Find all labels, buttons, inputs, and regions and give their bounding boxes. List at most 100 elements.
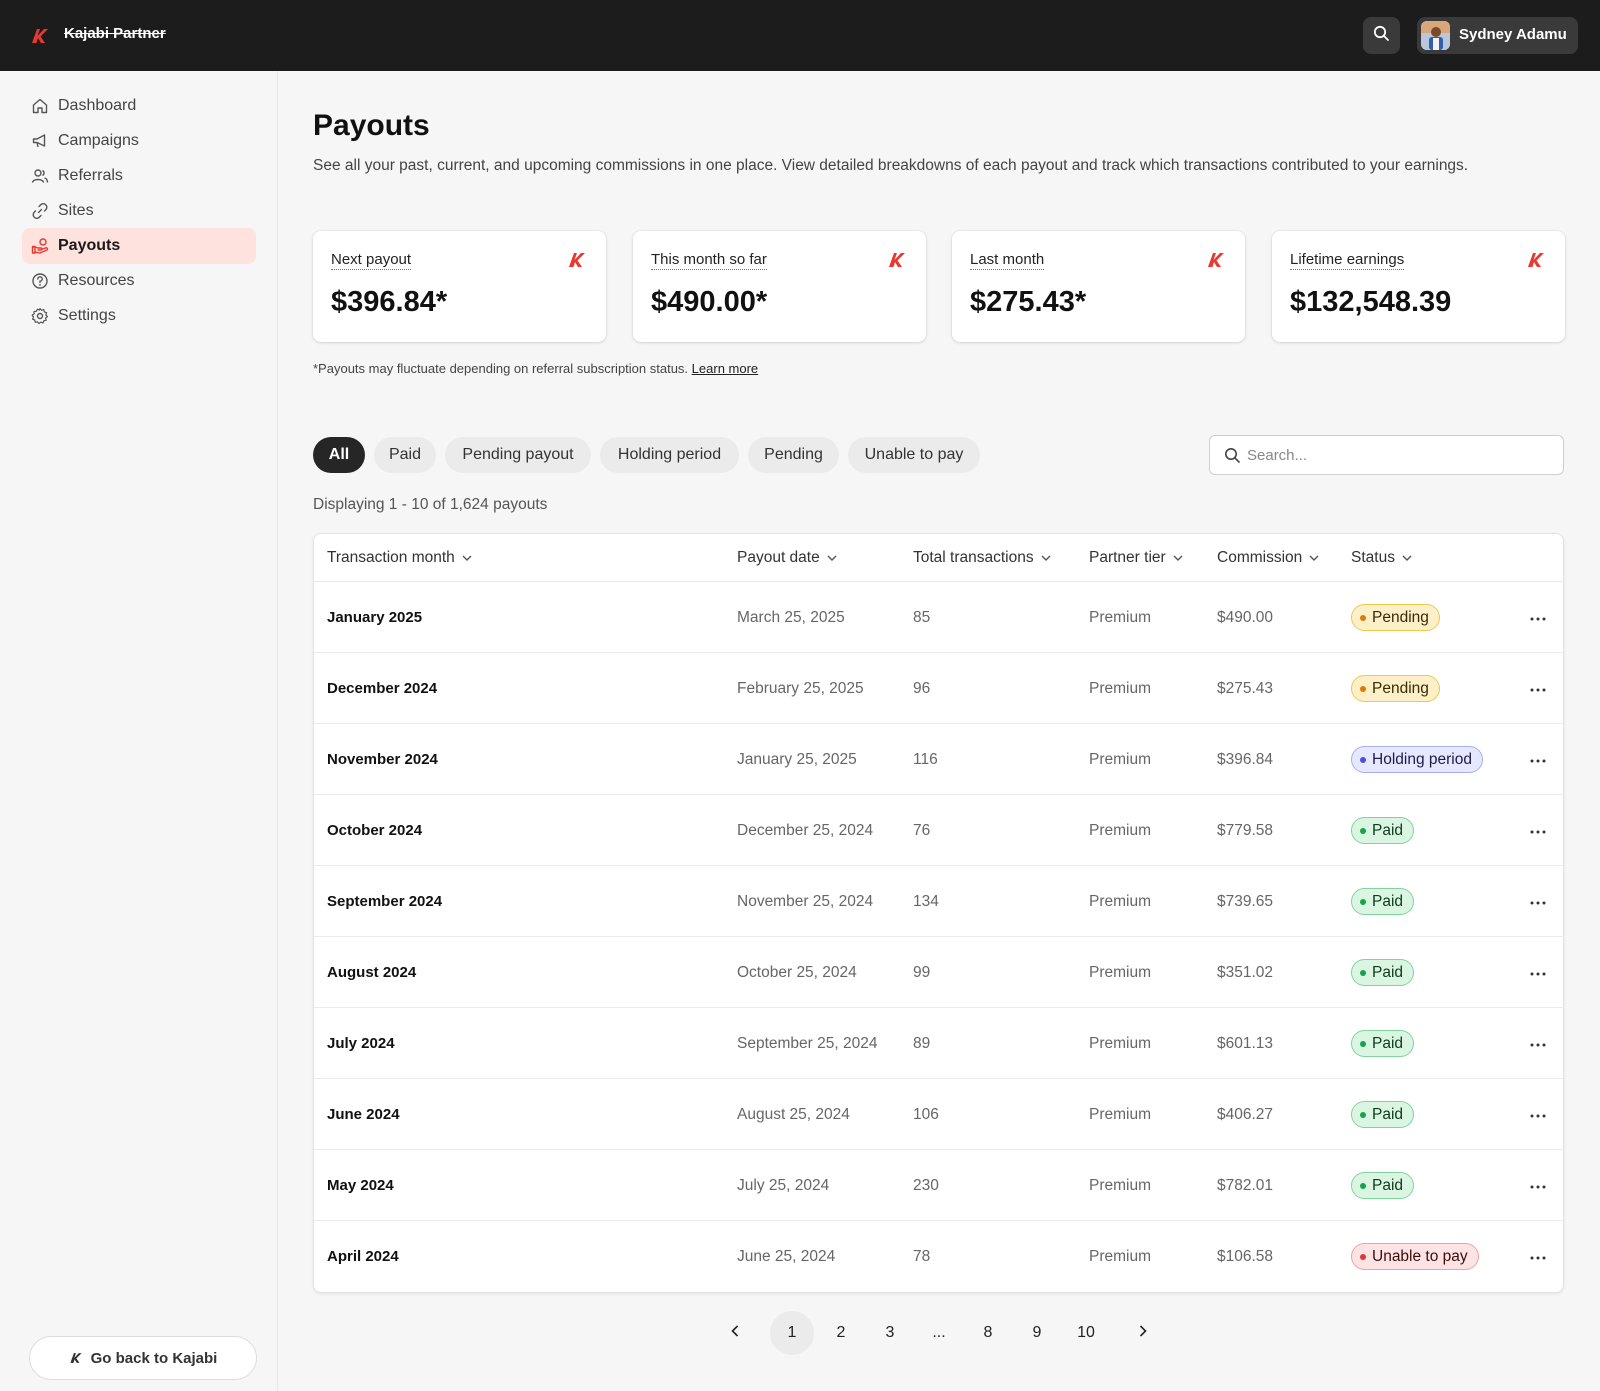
card-label[interactable]: Last month [970, 251, 1045, 270]
status-label: Holding period [1372, 750, 1472, 768]
page-button-3[interactable]: 3 [885, 1324, 895, 1341]
partner-tier: Premium [1089, 1106, 1152, 1123]
row-actions-button[interactable] [1526, 1103, 1550, 1125]
card-label[interactable]: Next payout [331, 251, 412, 270]
row-actions-button[interactable] [1526, 961, 1550, 983]
brand-name[interactable]: Kajabi Partner [64, 25, 166, 42]
column-transaction-month[interactable]: Transaction month [327, 549, 472, 567]
user-menu-button[interactable]: Sydney Adamu [1417, 17, 1578, 54]
transaction-month: November 2024 [327, 751, 438, 768]
column-payout-date[interactable]: Payout date [737, 549, 837, 567]
chevron-down-icon [1041, 555, 1051, 561]
sidebar-item-label: Dashboard [58, 97, 137, 114]
total-transactions: 85 [913, 609, 931, 626]
table-row[interactable]: July 2024 September 25, 2024 89 Premium $601… [314, 1008, 1563, 1079]
column-partner-tier[interactable]: Partner tier [1089, 549, 1183, 567]
prev-page-button[interactable] [713, 1311, 757, 1355]
sidebar-item-resources[interactable]: Resources [22, 263, 256, 299]
transaction-month: October 2024 [327, 822, 423, 839]
status-badge: Paid [1351, 959, 1415, 986]
column-label: Transaction month [327, 549, 455, 566]
more-horizontal-icon [1530, 821, 1546, 839]
chevron-down-icon [1402, 555, 1412, 561]
sidebar-item-campaigns[interactable]: Campaigns [22, 123, 256, 159]
table-row[interactable]: October 2024 December 25, 2024 76 Premium $7… [314, 795, 1563, 866]
transaction-month: June 2024 [327, 1106, 400, 1123]
payout-date: November 25, 2024 [737, 893, 874, 910]
card-label[interactable]: This month so far [651, 251, 767, 270]
filter-all[interactable]: All [313, 437, 365, 473]
table-row[interactable]: August 2024 October 25, 2024 99 Premium $351… [314, 937, 1563, 1008]
row-actions-button[interactable] [1526, 1245, 1550, 1267]
partner-tier: Premium [1089, 680, 1152, 697]
link-icon [31, 202, 49, 220]
filter-unable-to-pay[interactable]: Unable to pay [848, 437, 980, 473]
chevron-right-icon [1139, 1324, 1147, 1342]
sidebar-item-label: Referrals [58, 167, 123, 184]
column-total-transactions[interactable]: Total transactions [913, 549, 1051, 567]
search-input[interactable] [1247, 442, 1547, 468]
table-row[interactable]: June 2024 August 25, 2024 106 Premium $406.2… [314, 1079, 1563, 1150]
row-actions-button[interactable] [1526, 1032, 1550, 1054]
status-badge: Paid [1351, 1172, 1415, 1199]
status-dot [1360, 898, 1366, 905]
status-label: Pending [1372, 608, 1429, 626]
table-row[interactable]: November 2024 January 25, 2025 116 Premium $… [314, 724, 1563, 795]
payout-date: March 25, 2025 [737, 609, 845, 626]
column-label: Commission [1217, 549, 1303, 566]
column-status[interactable]: Status [1351, 549, 1412, 567]
sidebar-item-dashboard[interactable]: Dashboard [22, 88, 256, 124]
column-commission[interactable]: Commission [1217, 549, 1319, 567]
next-page-button[interactable] [1121, 1311, 1165, 1355]
page-button-9[interactable]: 9 [1032, 1324, 1042, 1341]
row-actions-button[interactable] [1526, 677, 1550, 699]
page-button-10[interactable]: 10 [1077, 1324, 1095, 1341]
column-label: Total transactions [913, 549, 1034, 566]
sidebar-item-payouts[interactable]: Payouts [22, 228, 256, 264]
global-search-button[interactable] [1363, 17, 1400, 54]
table-row[interactable]: April 2024 June 25, 2024 78 Premium $106.58 U… [314, 1221, 1563, 1292]
sidebar-item-settings[interactable]: Settings [22, 298, 256, 334]
row-actions-button[interactable] [1526, 1174, 1550, 1196]
page-button-2[interactable]: 2 [836, 1324, 846, 1341]
filter-pending[interactable]: Pending [748, 437, 839, 473]
card-label[interactable]: Lifetime earnings [1290, 251, 1405, 270]
payout-search[interactable] [1209, 435, 1564, 475]
sidebar-item-referrals[interactable]: Referrals [22, 158, 256, 194]
more-horizontal-icon [1530, 1176, 1546, 1194]
chevron-down-icon [1309, 555, 1319, 561]
users-icon [31, 167, 49, 185]
filter-paid[interactable]: Paid [374, 437, 436, 473]
page-button-1[interactable]: 1 [770, 1311, 814, 1355]
commission: $275.43 [1217, 680, 1274, 697]
filter-holding-period[interactable]: Holding period [600, 437, 739, 473]
avatar [1421, 21, 1450, 50]
commission: $779.58 [1217, 822, 1274, 839]
table-row[interactable]: December 2024 February 25, 2025 96 Premium $… [314, 653, 1563, 724]
table-row[interactable]: January 2025 March 25, 2025 85 Premium $490.… [314, 582, 1563, 653]
payout-date: February 25, 2025 [737, 680, 864, 697]
row-actions-button[interactable] [1526, 748, 1550, 770]
sidebar-item-sites[interactable]: Sites [22, 193, 256, 229]
row-actions-button[interactable] [1526, 606, 1550, 628]
next-payout-card: Next payout $396.84* [313, 231, 606, 342]
filter-pending-payout[interactable]: Pending payout [445, 437, 591, 473]
commission: $106.58 [1217, 1248, 1274, 1265]
chevron-down-icon [1173, 555, 1183, 561]
transaction-month: January 2025 [327, 609, 423, 626]
sidebar-item-label: Settings [58, 307, 116, 324]
table-row[interactable]: May 2024 July 25, 2024 230 Premium $782.01 Pa… [314, 1150, 1563, 1221]
kajabi-logo-icon[interactable] [30, 26, 50, 46]
sidebar-item-label: Campaigns [58, 132, 139, 149]
table-row[interactable]: September 2024 November 25, 2024 134 Premiu… [314, 866, 1563, 937]
go-back-to-kajabi-button[interactable]: Go back to Kajabi [29, 1336, 257, 1380]
row-actions-button[interactable] [1526, 819, 1550, 841]
row-actions-button[interactable] [1526, 890, 1550, 912]
total-transactions: 96 [913, 680, 931, 697]
sidebar-item-label: Sites [58, 202, 94, 219]
learn-more-link[interactable]: Learn more [691, 361, 759, 376]
status-label: Pending [1372, 679, 1429, 697]
page-button-8[interactable]: 8 [983, 1324, 993, 1341]
commission: $601.13 [1217, 1035, 1274, 1052]
partner-tier: Premium [1089, 893, 1152, 910]
